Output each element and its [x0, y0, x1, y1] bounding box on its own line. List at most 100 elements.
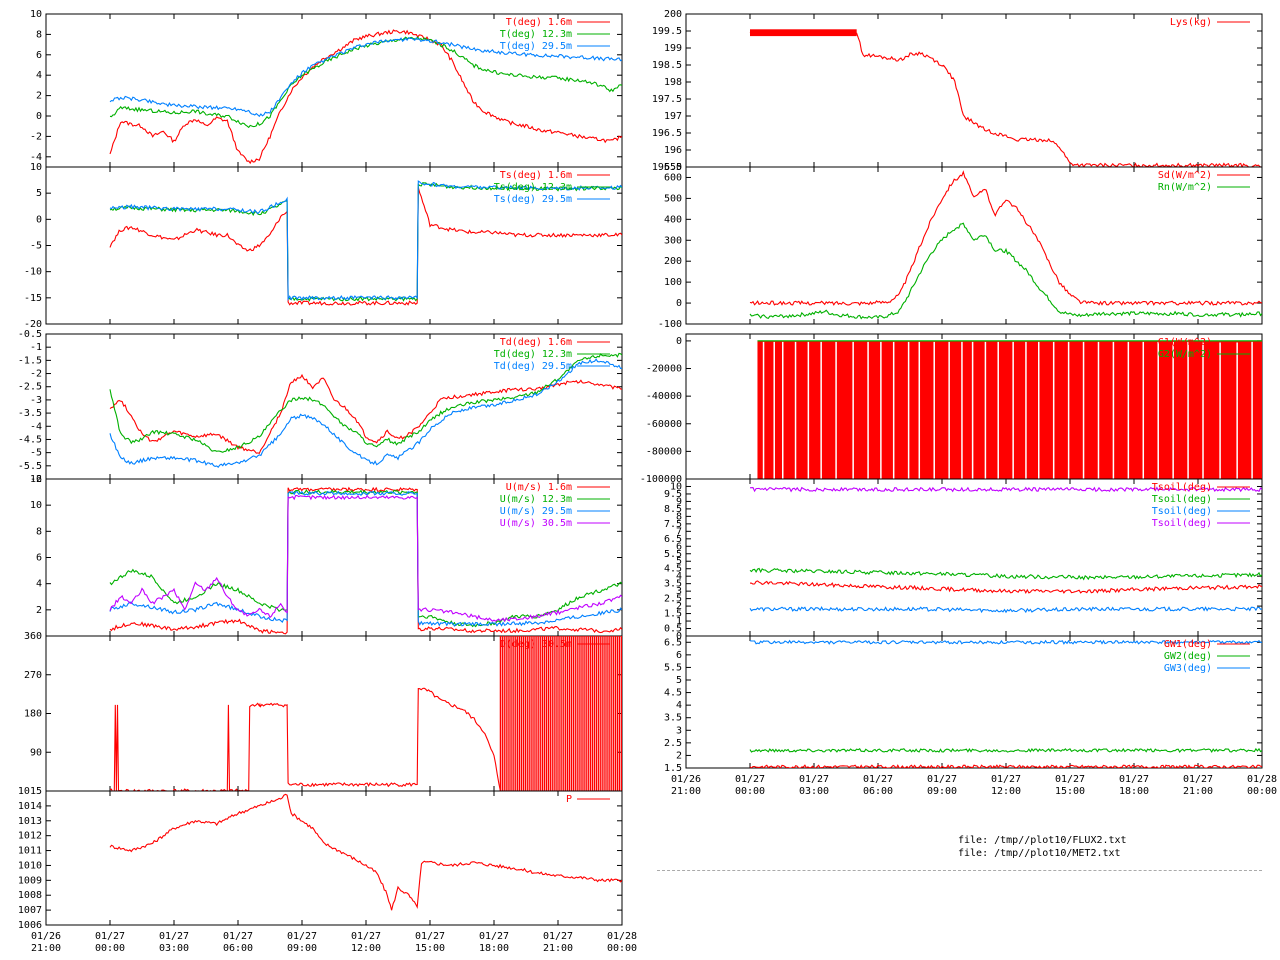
bar-gap: [1082, 341, 1085, 479]
y-tick-label: -100000: [640, 474, 682, 485]
x-tick-date: 01/27: [415, 931, 445, 942]
bar-gap: [880, 341, 882, 479]
series-line-red: [109, 687, 501, 791]
x-tick-date: 01/27: [1119, 774, 1149, 785]
legend-label: Td(deg) 12.3m: [494, 349, 572, 360]
plot-frame: [685, 635, 1263, 769]
x-tick-date: 01/27: [543, 931, 573, 942]
y-tick-label: 200: [664, 9, 682, 20]
y-tick-label: 1009: [18, 875, 42, 886]
series-line-blue: [109, 358, 622, 468]
legend-label: Tsoil(deg): [1152, 506, 1212, 517]
chart-right1: 200 199.5 199 198.5 198 197.5 197 196.5 196 195.5…: [652, 9, 1263, 173]
file-list: file: /tmp//plot10/FLUX2.txt file: /tmp/…: [958, 834, 1127, 860]
y-tick-label: 1014: [18, 801, 42, 812]
x-tick-time: 00:00: [607, 943, 637, 954]
y-tick-label: 10: [30, 162, 42, 173]
plot-frame: [45, 790, 623, 926]
legend-label: Lys(kg): [1170, 17, 1212, 28]
y-tick-label: 1012: [18, 831, 42, 842]
y-tick-label: 1010: [18, 860, 42, 871]
x-tick-time: 00:00: [1247, 786, 1277, 797]
y-tick-label: 3: [676, 586, 682, 597]
series-line-green: [749, 567, 1262, 581]
y-tick-label: 6.5: [664, 534, 682, 545]
x-tick-date: 01/27: [223, 931, 253, 942]
bar-gap: [1142, 341, 1145, 479]
bar-gap: [907, 341, 910, 479]
y-tick-label: -20000: [646, 364, 682, 375]
y-tick-label: 1: [676, 616, 682, 627]
y-tick-label: 10: [30, 9, 42, 20]
x-tick-time: 00:00: [95, 943, 125, 954]
y-tick-label: 6: [36, 50, 42, 61]
plot-area: [109, 29, 622, 165]
y-tick-label: 6.5: [664, 637, 682, 648]
x-axis-labels-right_labels: 01/2621:0001/2700:0001/2703:0001/2706:00…: [671, 774, 1277, 797]
legend-label: Sd(W/m^2): [1158, 170, 1212, 181]
y-tick-label: -4: [30, 421, 42, 432]
y-tick-label: 180: [24, 709, 42, 720]
legend-label: T(deg) 1.6m: [506, 17, 572, 28]
x-tick-time: 21:00: [671, 786, 701, 797]
legend-label: Td(deg) 29.5m: [494, 361, 572, 372]
series-line-blue: [749, 606, 1262, 614]
bar-gap: [835, 341, 837, 479]
y-tick-label: 3.5: [664, 579, 682, 590]
y-tick-label: 500: [664, 193, 682, 204]
chart-right3: 0 -20000 -40000 -60000 -80000 -100000 G1(W/m^2…: [640, 333, 1263, 485]
bar-gap: [933, 341, 935, 479]
series-line-red: [109, 29, 622, 165]
plot-area: [749, 639, 1262, 768]
y-tick-label: -100: [658, 319, 682, 330]
legend-label: Ts(deg) 1.6m: [500, 170, 572, 181]
y-tick-label: 10: [670, 481, 682, 492]
y-tick-label: -5.5: [18, 461, 42, 472]
y-tick-label: -3.5: [18, 408, 42, 419]
x-tick-time: 00:00: [735, 786, 765, 797]
y-tick-label: 90: [30, 747, 42, 758]
y-tick-label: -2: [30, 131, 42, 142]
bar-gap: [1251, 341, 1253, 479]
y-tick-label: -1: [30, 342, 42, 353]
y-tick-label: 1011: [18, 846, 42, 857]
bar-gap: [773, 341, 775, 479]
x-tick-date: 01/26: [671, 774, 701, 785]
plot-area: [749, 170, 1262, 320]
x-tick-date: 01/27: [799, 774, 829, 785]
y-tick-label: 360: [24, 631, 42, 642]
x-tick-time: 15:00: [1055, 786, 1085, 797]
y-tick-label: 8: [36, 526, 42, 537]
chart-left1: 10 8 6 4 2 0 -2 -4 T(deg) 1.6mT(deg) 12.3mT(deg)…: [30, 9, 623, 168]
bar-gap: [762, 341, 765, 479]
x-tick-time: 18:00: [1119, 786, 1149, 797]
y-tick-label: 1.5: [664, 763, 682, 774]
legend-label: GW2(deg): [1164, 651, 1212, 662]
bar-gap: [794, 341, 797, 479]
bar-gap: [782, 341, 784, 479]
y-tick-label: -4.5: [18, 434, 42, 445]
y-tick-label: -10: [24, 267, 42, 278]
x-tick-date: 01/27: [351, 931, 381, 942]
y-tick-label: -40000: [646, 391, 682, 402]
y-tick-label: 8: [676, 511, 682, 522]
bar-gap: [1236, 341, 1238, 479]
bar-gap: [1219, 341, 1221, 479]
x-tick-time: 18:00: [479, 943, 509, 954]
bar-gap: [1052, 341, 1055, 479]
bar-gap: [1012, 341, 1014, 479]
bar-gap: [820, 341, 822, 479]
y-tick-label: 400: [664, 214, 682, 225]
bar-gap: [852, 341, 854, 479]
legend-label: GW3(deg): [1164, 663, 1212, 674]
y-tick-label: 8.5: [664, 504, 682, 515]
x-tick-date: 01/27: [1183, 774, 1213, 785]
bar-gap: [867, 341, 869, 479]
x-tick-time: 06:00: [223, 943, 253, 954]
y-tick-label: 3: [676, 725, 682, 736]
x-tick-date: 01/27: [863, 774, 893, 785]
bar-gap: [1127, 341, 1130, 479]
